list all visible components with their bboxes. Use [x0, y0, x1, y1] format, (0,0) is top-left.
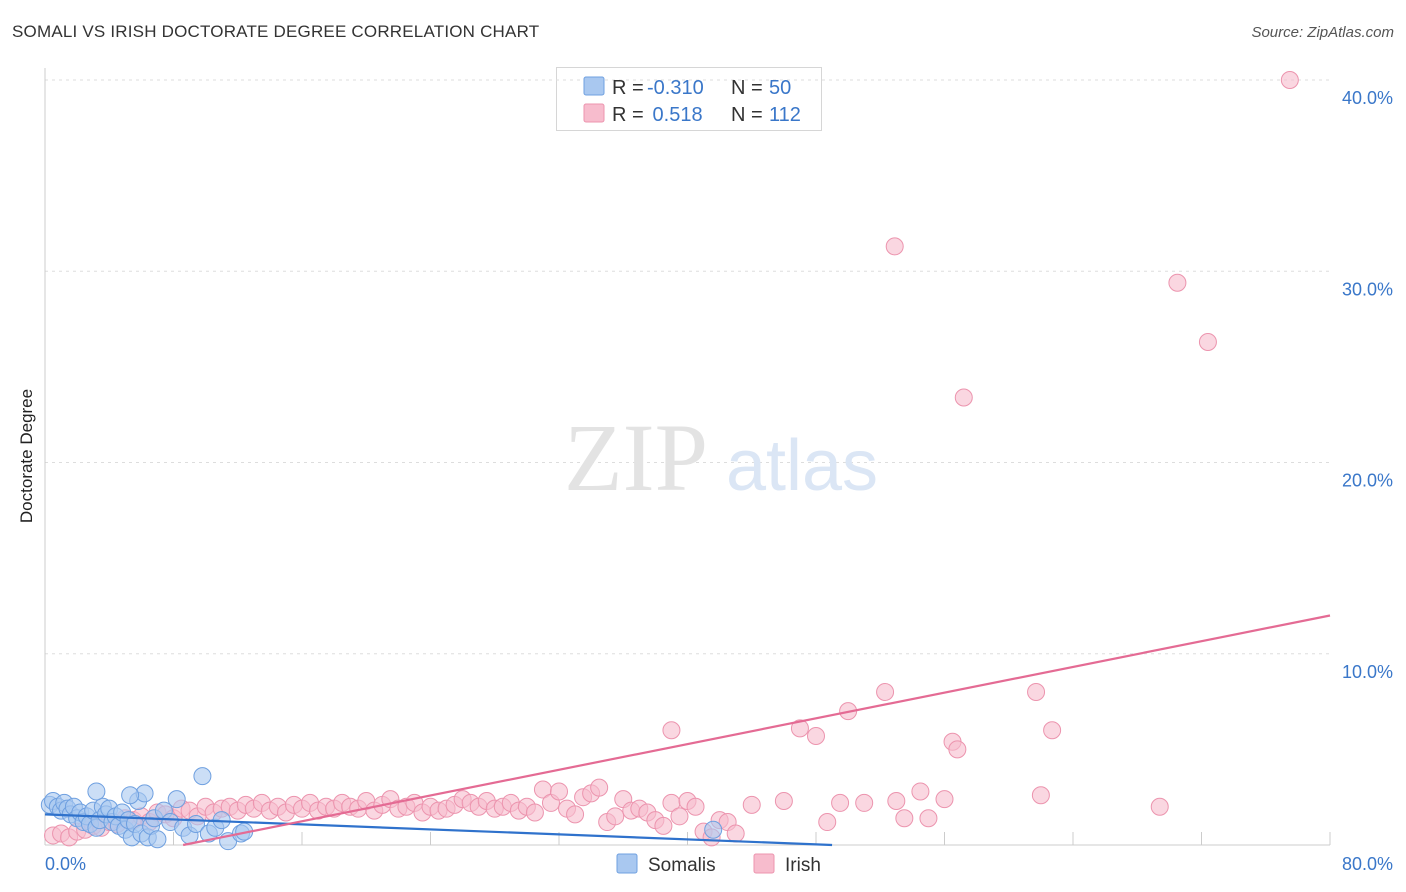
irish-point [525, 803, 544, 822]
somali-point [193, 767, 212, 786]
legend-r-value: -0.310 [647, 77, 704, 99]
bottom-legend-label-irish: Irish [785, 855, 821, 876]
irish-point [887, 792, 906, 811]
legend-r-label: R = [612, 77, 644, 99]
legend-n-label: N = [731, 104, 763, 126]
irish-point [742, 795, 761, 814]
irish-point [876, 683, 895, 701]
chart-title: SOMALI VS IRISH DOCTORATE DEGREE CORRELA… [12, 22, 540, 41]
irish-point [895, 809, 914, 828]
x-tick-label: 80.0% [1342, 854, 1393, 874]
somali-point [87, 782, 106, 801]
bottom-legend-label-somalis: Somalis [648, 855, 716, 876]
x-tick-label: 0.0% [45, 854, 86, 874]
bottom-legend-swatch-somalis [616, 853, 638, 874]
irish-point [948, 740, 967, 759]
irish-point [654, 816, 673, 835]
irish-point [1150, 797, 1169, 816]
irish-point [919, 809, 938, 828]
y-tick-label: 20.0% [1342, 471, 1393, 491]
irish-point [1198, 333, 1217, 352]
irish-point [606, 807, 625, 826]
irish-point [790, 719, 809, 738]
watermark-zip: ZIP [564, 404, 708, 511]
irish-point [662, 721, 681, 740]
y-tick-label: 30.0% [1342, 279, 1393, 299]
tick-labels: 10.0% 20.0% 30.0% 40.0% 0.0% 80.0% [45, 88, 1393, 874]
grid [45, 79, 1330, 655]
irish-point [1031, 786, 1050, 805]
legend-row-irish: R = 0.518 N = 112 [583, 103, 801, 126]
irish-point [670, 807, 689, 826]
y-axis-label: Doctorate Degree [17, 389, 36, 523]
irish-point [590, 778, 609, 797]
irish-point [807, 726, 825, 745]
legend-n-label: N = [731, 77, 763, 99]
irish-point [1043, 721, 1062, 740]
y-tick-label: 40.0% [1342, 88, 1393, 108]
irish-point [954, 388, 973, 407]
legend-swatch-somalis [583, 76, 605, 96]
irish-point [1280, 71, 1299, 89]
irish-point [1168, 273, 1187, 292]
irish-point [935, 790, 954, 809]
somali-point [704, 820, 723, 839]
somali-point [148, 830, 167, 849]
y-tick-label: 10.0% [1342, 662, 1393, 682]
irish-point [818, 813, 837, 832]
irish-trend-line [182, 614, 1331, 847]
somali-trend-line [44, 813, 833, 847]
watermark-atlas: atlas [726, 426, 878, 506]
irish-point [831, 793, 850, 812]
legend-r-value: 0.518 [647, 104, 703, 126]
irish-point [855, 793, 874, 812]
irish-point [686, 797, 705, 816]
legend-n-value: 112 [769, 104, 801, 126]
legend-swatch-irish [583, 103, 605, 123]
irish-point [726, 824, 745, 843]
irish-point [566, 805, 585, 824]
somali-point [121, 786, 140, 805]
irish-point [550, 782, 568, 801]
irish-point [885, 237, 904, 256]
trend-lines [44, 614, 1331, 847]
irish-point [911, 782, 930, 801]
legend-row-somalis: R = -0.310 N = 50 [583, 76, 791, 99]
bottom-legend-swatch-irish [753, 853, 775, 874]
source-label: Source: ZipAtlas.com [1251, 24, 1394, 41]
somali-point [167, 790, 186, 809]
irish-point [1027, 683, 1046, 701]
legend-r-label: R = [612, 104, 644, 126]
irish-point [774, 792, 793, 811]
bottom-legend: Somalis Irish [616, 853, 821, 876]
legend-n-value: 50 [769, 77, 791, 99]
